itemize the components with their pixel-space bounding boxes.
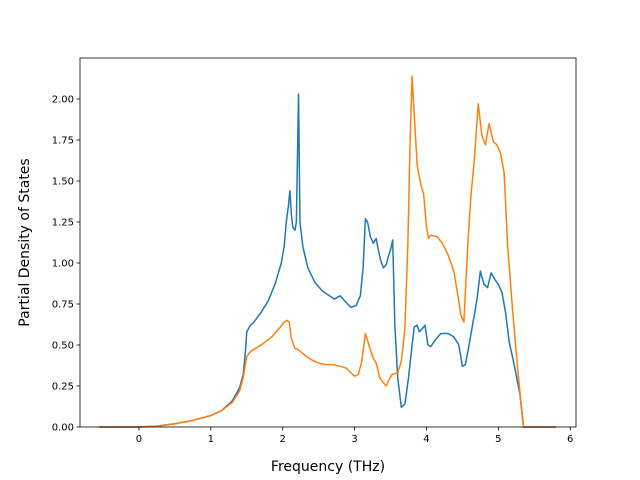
- y-tick-label: 1.50: [52, 177, 74, 188]
- series-layer: [99, 75, 556, 428]
- x-tick-label: 3: [351, 434, 357, 445]
- x-tick-label: 5: [495, 434, 501, 445]
- series-line-1: [99, 93, 556, 428]
- y-tick-label: 0.50: [52, 341, 74, 352]
- x-axis-label: Frequency (THz): [271, 459, 385, 475]
- y-tick-label: 1.00: [52, 259, 74, 270]
- x-tick-label: 4: [423, 434, 429, 445]
- x-tick-label: 0: [136, 434, 142, 445]
- y-axis-ticks: 0.00 0.25 0.50 0.75 1.00 1.25 1.50 1.75 2.00: [52, 95, 80, 434]
- x-axis-ticks: 0 1 2 3 4 5 6: [136, 427, 573, 445]
- x-tick-label: 1: [208, 434, 214, 445]
- y-tick-label: 0.75: [52, 300, 74, 311]
- x-tick-label: 2: [280, 434, 286, 445]
- y-tick-label: 1.25: [52, 218, 74, 229]
- y-tick-label: 0.00: [52, 423, 74, 434]
- y-axis-label: Partial Density of States: [17, 158, 33, 326]
- x-tick-label: 6: [567, 434, 573, 445]
- plot-area: [80, 58, 576, 427]
- plot-frame: [79, 57, 577, 428]
- y-tick-label: 2.00: [52, 95, 74, 106]
- y-tick-label: 1.75: [52, 136, 74, 147]
- series-line-2: [99, 75, 556, 428]
- y-tick-label: 0.25: [52, 382, 74, 393]
